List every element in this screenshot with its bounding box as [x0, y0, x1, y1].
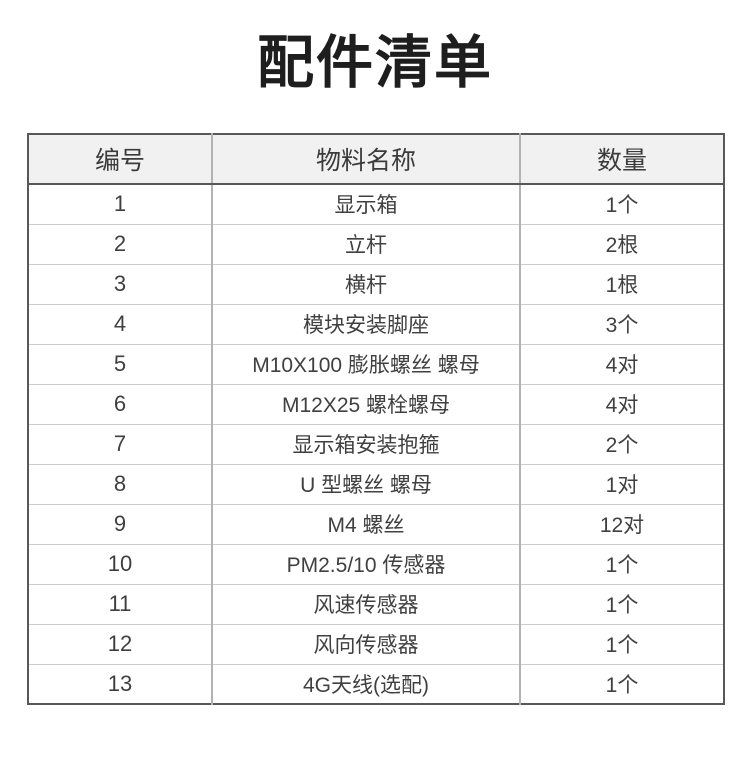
table-row: 13 4G天线(选配) 1个 [28, 663, 724, 704]
table-body: 1 显示箱 1个 2 立杆 2根 3 横杆 1根 4 模块安装脚座 3个 5 M10X100 膨胀螺丝 螺… [28, 184, 724, 704]
table-row: 6 M12X25 螺栓螺母 4对 [28, 383, 724, 424]
cell-qty: 12对 [519, 503, 724, 544]
cell-no: 12 [28, 623, 213, 664]
cell-no: 9 [28, 503, 213, 544]
cell-qty: 2根 [519, 223, 724, 264]
parts-table: 编号 物料名称 数量 1 显示箱 1个 2 立杆 2根 3 横杆 1根 4 模块安装脚座 3个 5 M10… [27, 133, 725, 705]
header-row: 编号 物料名称 数量 [28, 134, 724, 185]
table-row: 1 显示箱 1个 [28, 184, 724, 224]
cell-name: M12X25 螺栓螺母 [211, 383, 521, 424]
table-row: 12 风向传感器 1个 [28, 623, 724, 664]
table-row: 3 横杆 1根 [28, 263, 724, 304]
cell-qty: 1个 [519, 184, 724, 224]
cell-qty: 4对 [519, 383, 724, 424]
table-row: 11 风速传感器 1个 [28, 583, 724, 624]
cell-no: 7 [28, 423, 213, 464]
cell-qty: 1个 [519, 663, 724, 704]
table-row: 2 立杆 2根 [28, 223, 724, 264]
cell-qty: 1个 [519, 583, 724, 624]
cell-no: 13 [28, 663, 213, 704]
cell-no: 6 [28, 383, 213, 424]
cell-qty: 4对 [519, 343, 724, 384]
cell-no: 2 [28, 223, 213, 264]
cell-name: 显示箱 [211, 184, 521, 224]
cell-name: PM2.5/10 传感器 [211, 543, 521, 584]
table-row: 5 M10X100 膨胀螺丝 螺母 4对 [28, 343, 724, 384]
cell-name: 横杆 [211, 263, 521, 304]
cell-qty: 1个 [519, 543, 724, 584]
table-row: 9 M4 螺丝 12对 [28, 503, 724, 544]
cell-no: 10 [28, 543, 213, 584]
header-name: 物料名称 [211, 134, 521, 185]
page-title: 配件清单 [257, 31, 493, 95]
table-row: 7 显示箱安装抱箍 2个 [28, 423, 724, 464]
table-row: 10 PM2.5/10 传感器 1个 [28, 543, 724, 584]
header-no: 编号 [28, 134, 213, 185]
cell-name: U 型螺丝 螺母 [211, 463, 521, 504]
cell-no: 3 [28, 263, 213, 304]
cell-qty: 1对 [519, 463, 724, 504]
cell-name: 风速传感器 [211, 583, 521, 624]
cell-qty: 1根 [519, 263, 724, 304]
cell-no: 11 [28, 583, 213, 624]
table-row: 4 模块安装脚座 3个 [28, 303, 724, 344]
cell-no: 8 [28, 463, 213, 504]
cell-name: 风向传感器 [211, 623, 521, 664]
cell-qty: 1个 [519, 623, 724, 664]
cell-no: 5 [28, 343, 213, 384]
cell-no: 1 [28, 184, 213, 224]
cell-name: M10X100 膨胀螺丝 螺母 [211, 343, 521, 384]
cell-qty: 2个 [519, 423, 724, 464]
cell-name: 立杆 [211, 223, 521, 264]
cell-no: 4 [28, 303, 213, 344]
header-qty: 数量 [519, 134, 724, 185]
cell-qty: 3个 [519, 303, 724, 344]
cell-name: 4G天线(选配) [211, 663, 521, 704]
cell-name: 模块安装脚座 [211, 303, 521, 344]
cell-name: 显示箱安装抱箍 [211, 423, 521, 464]
cell-name: M4 螺丝 [211, 503, 521, 544]
